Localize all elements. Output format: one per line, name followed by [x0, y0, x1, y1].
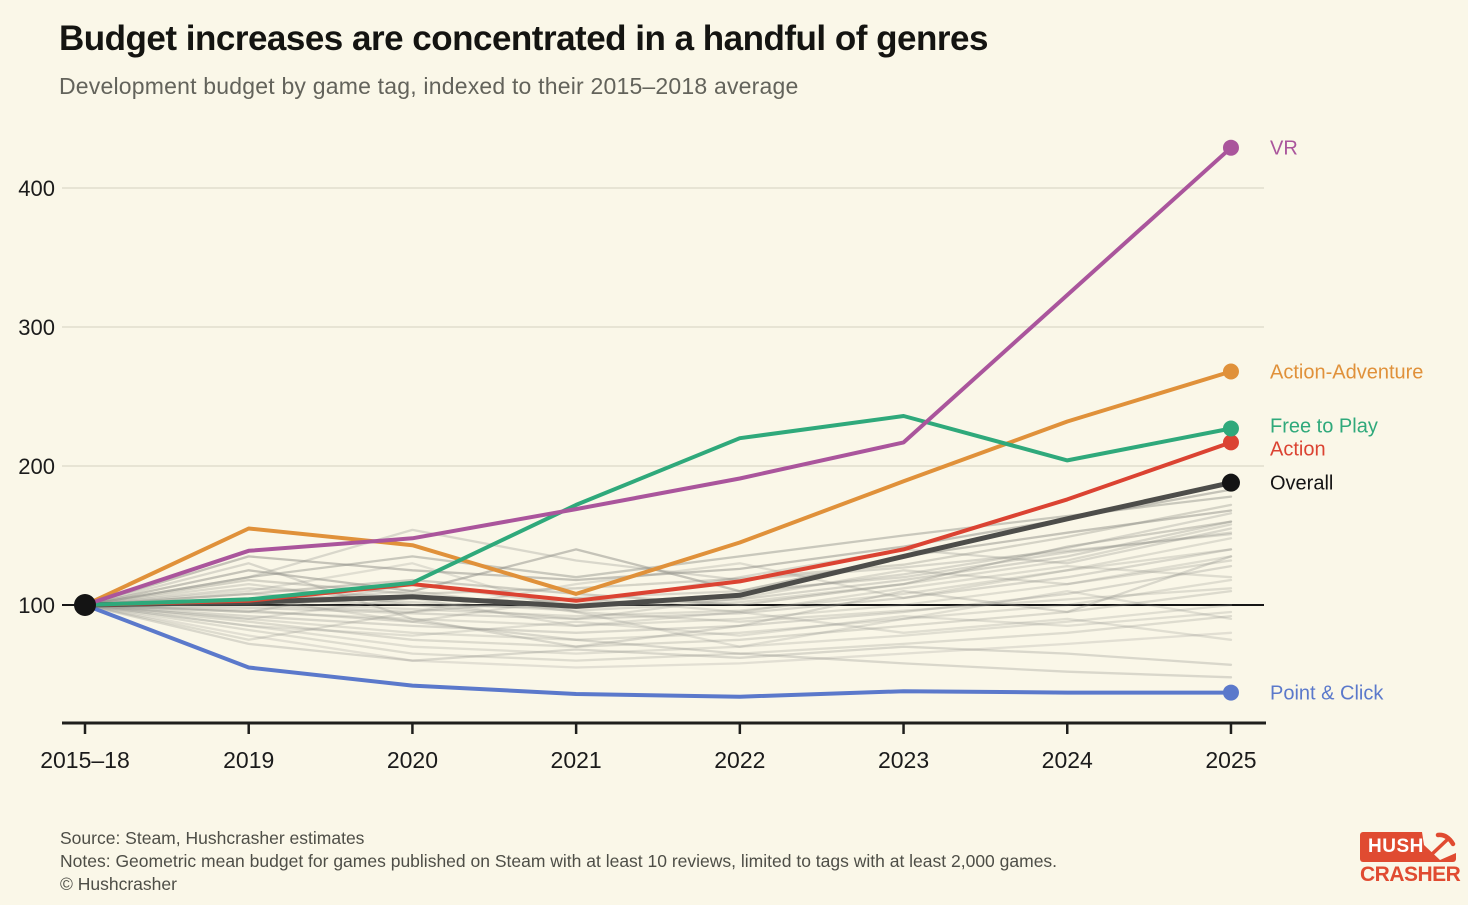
series-endpoint-dot-action: [1222, 434, 1239, 451]
background-tag-line: [83, 564, 1233, 634]
background-tag-line: [83, 589, 1233, 648]
background-tag-line: [83, 548, 1233, 621]
background-tag-line: [83, 559, 1233, 621]
background-tag-line: [83, 603, 1233, 679]
background-tag-line: [83, 555, 1233, 648]
logo-text-bottom: CRASHER: [1360, 863, 1461, 886]
series-line-overall: [82, 480, 1234, 609]
series-start-dot: [74, 594, 96, 616]
series-line-free-to-play: [83, 414, 1233, 607]
series-line-vr: [83, 145, 1233, 607]
series-endpoint-dot-free-to-play: [1222, 420, 1239, 437]
source-note: Source: Steam, Hushcrasher estimates: [60, 828, 365, 848]
x-axis-label-5: 2023: [878, 747, 929, 773]
x-axis-label-6: 2024: [1042, 747, 1093, 773]
background-tag-line: [83, 596, 1233, 641]
x-axis-label-7: 2025: [1205, 747, 1256, 773]
background-tag-line: [83, 562, 1233, 648]
series-endpoint-dot-vr: [1222, 139, 1239, 156]
background-tag-line: [83, 603, 1233, 655]
series-label-point-and-click: Point & Click: [1270, 683, 1384, 705]
series-endpoint-dot-action-adventure: [1222, 363, 1239, 380]
series-label-vr: VR: [1270, 138, 1298, 160]
background-tag-line: [83, 503, 1233, 607]
series-endpoint-dot-point-and-click: [1222, 684, 1239, 701]
series-label-free-to-play: Free to Play: [1270, 415, 1378, 437]
methodology-note: Notes: Geometric mean budget for games p…: [60, 851, 1058, 872]
logo-box: HUSH: [1360, 832, 1456, 862]
series-label-overall: Overall: [1270, 473, 1333, 495]
chart-title: Budget increases are concentrated in a h…: [59, 19, 988, 58]
series-label-action: Action: [1270, 438, 1326, 460]
series-line-point-and-click: [83, 603, 1233, 699]
copyright-note: © Hushcrasher: [60, 874, 177, 895]
y-axis-label-100: 100: [18, 593, 55, 618]
x-axis-label-4: 2022: [714, 747, 765, 773]
series-endpoint-dot-overall: [1221, 473, 1240, 492]
series-line-action-adventure: [83, 369, 1233, 607]
background-tag-line: [83, 548, 1233, 641]
background-tag-line: [83, 603, 1233, 669]
background-tag-line: [83, 603, 1233, 662]
x-axis-label-0: 2015–18: [40, 747, 130, 773]
background-tag-line: [83, 555, 1233, 628]
pickaxe-icon: [1422, 832, 1456, 860]
background-tag-line: [83, 603, 1233, 666]
chart-header: Budget increases are concentrated in a h…: [59, 19, 988, 100]
x-axis-label-1: 2019: [223, 747, 274, 773]
y-axis-label-200: 200: [18, 454, 55, 479]
x-axis-label-3: 2021: [551, 747, 602, 773]
hushcrasher-logo: HUSH CRASHER: [1360, 832, 1461, 887]
background-tag-line: [83, 531, 1233, 614]
background-tag-line: [83, 578, 1233, 641]
logo-text-top: HUSH: [1368, 836, 1424, 857]
x-axis-label-2: 2020: [387, 747, 438, 773]
y-axis-label-400: 400: [18, 176, 55, 201]
background-tag-line: [83, 603, 1233, 637]
series-label-action-adventure: Action-Adventure: [1270, 361, 1423, 383]
chart-footnotes: Source: Steam, Hushcrasher estimates Not…: [60, 827, 1057, 896]
chart-subtitle: Development budget by game tag, indexed …: [59, 72, 799, 99]
y-axis-label-300: 300: [18, 315, 55, 340]
